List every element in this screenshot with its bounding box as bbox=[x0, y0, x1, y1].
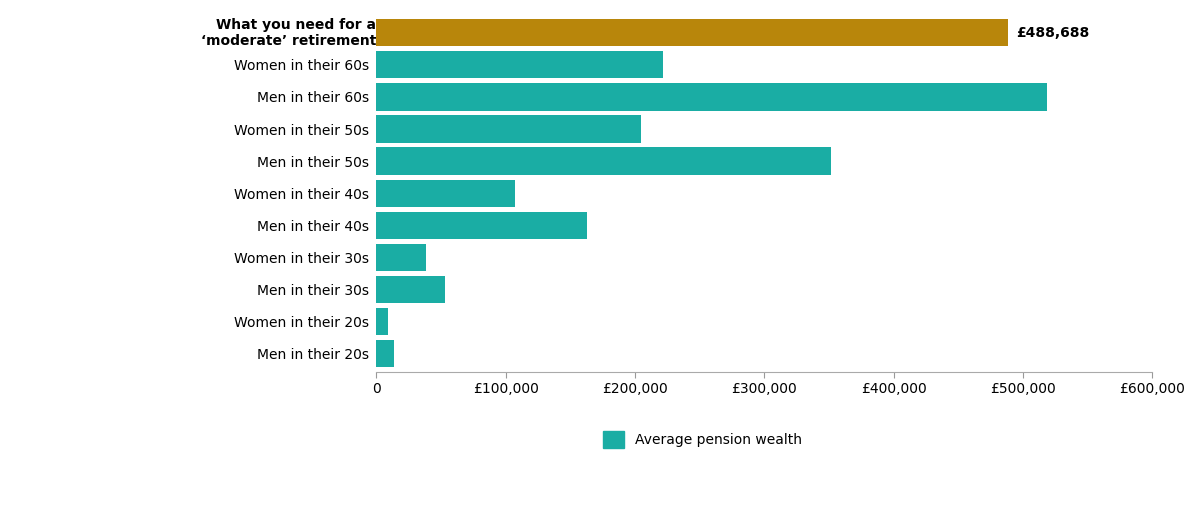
Bar bbox=[377, 180, 515, 207]
Bar bbox=[377, 340, 395, 368]
Bar bbox=[377, 148, 832, 175]
Text: What you need for a
‘moderate’ retirement: What you need for a ‘moderate’ retiremen… bbox=[202, 17, 377, 48]
Text: £488,688: £488,688 bbox=[1016, 26, 1090, 40]
Bar bbox=[377, 51, 664, 78]
Bar bbox=[377, 212, 587, 239]
Bar bbox=[377, 115, 642, 143]
Bar bbox=[377, 308, 388, 335]
Bar bbox=[377, 19, 1008, 47]
Legend: Average pension wealth: Average pension wealth bbox=[598, 426, 808, 454]
Bar bbox=[377, 83, 1048, 111]
Bar bbox=[377, 244, 426, 271]
Bar bbox=[377, 276, 445, 303]
